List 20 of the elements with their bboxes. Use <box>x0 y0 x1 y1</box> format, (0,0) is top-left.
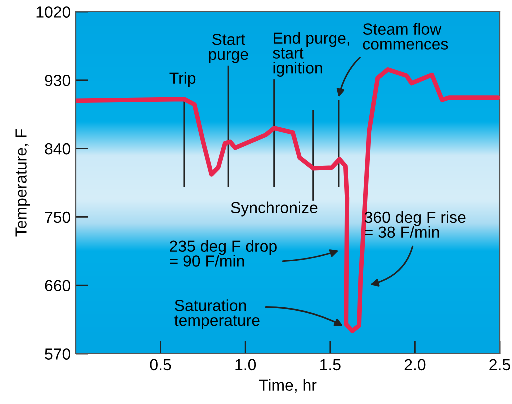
y-tick-label: 750 <box>45 212 71 224</box>
annotation: 235 deg F drop = 90 F/min <box>170 240 277 267</box>
x-axis-title: Time, hr <box>259 379 317 393</box>
x-tick-label: 2.5 <box>490 359 510 371</box>
x-tick-label: 1.0 <box>236 359 256 371</box>
ref-line-label: Synchronize <box>231 202 318 217</box>
x-tick-label: 0.5 <box>150 359 172 371</box>
y-tick-label: 660 <box>45 280 71 292</box>
y-axis-title: Temperature, F <box>16 129 30 237</box>
ref-line-label: Steam flow commences <box>363 23 448 50</box>
annotation: Saturation temperature <box>174 300 260 330</box>
y-tick-label: 570 <box>45 348 71 360</box>
y-tick-label: 840 <box>45 143 71 155</box>
ref-line-label: Trip <box>170 72 196 88</box>
y-tick-label: 1020 <box>36 6 71 18</box>
x-tick-label: 1.5 <box>320 359 341 371</box>
ref-line-label: End purge, start ignition <box>273 32 350 77</box>
x-tick-label: 2.0 <box>404 359 426 371</box>
ref-line-label: Start purge <box>209 34 248 64</box>
y-tick-label: 930 <box>45 75 71 86</box>
